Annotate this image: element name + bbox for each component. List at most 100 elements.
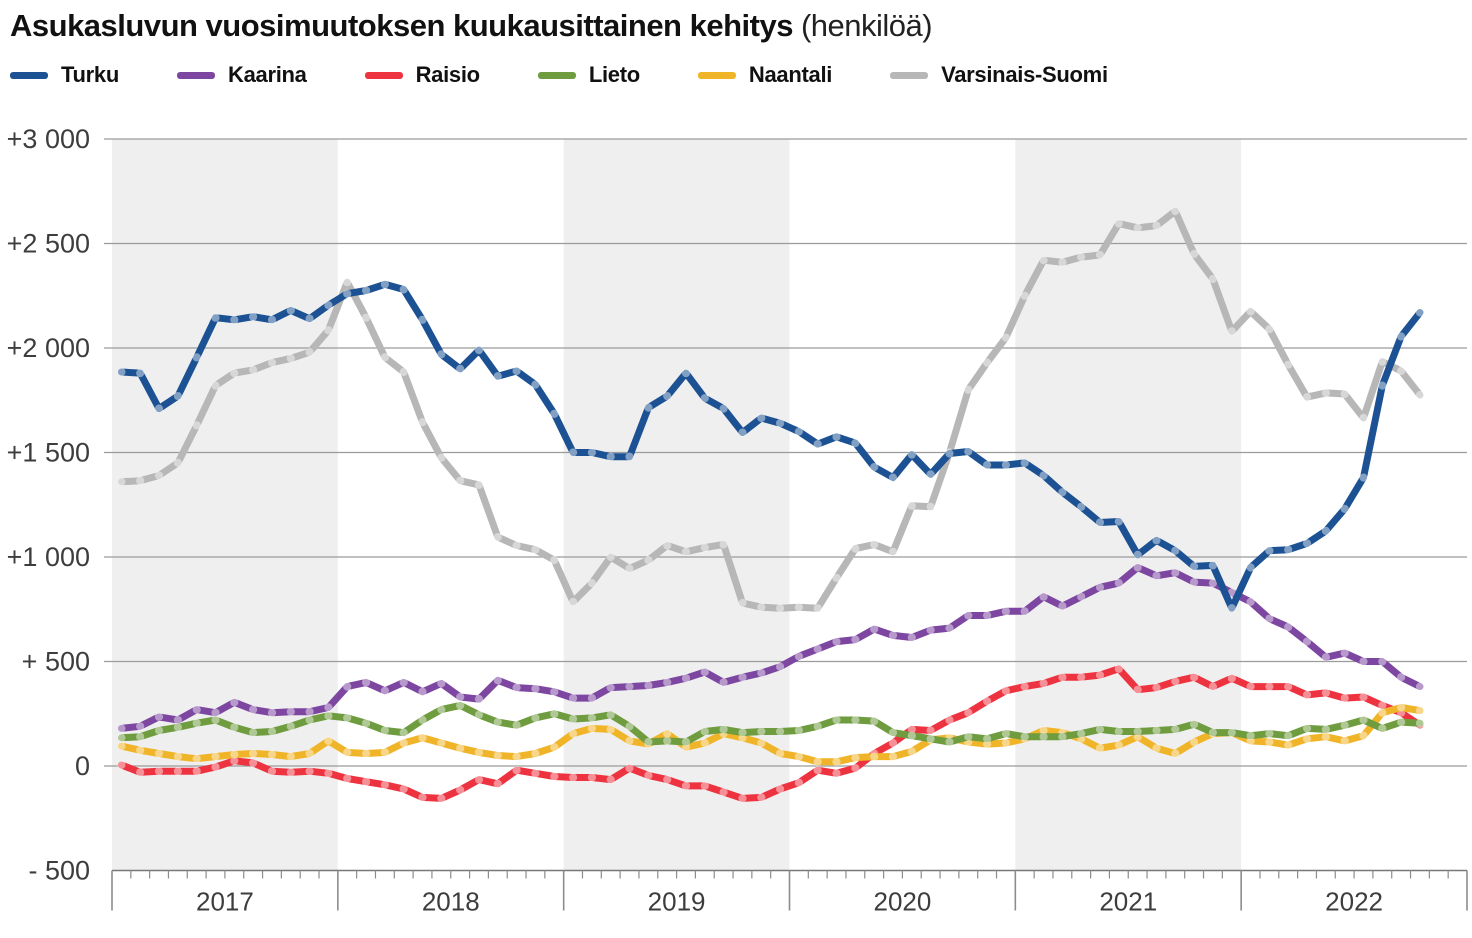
- data-point: [286, 354, 295, 363]
- data-point: [719, 788, 728, 797]
- data-point: [1340, 694, 1349, 703]
- data-point: [136, 746, 145, 755]
- data-point: [1265, 546, 1274, 555]
- data-point: [550, 687, 559, 696]
- data-point: [211, 715, 220, 725]
- data-point: [738, 794, 747, 803]
- data-point: [606, 683, 615, 692]
- data-point: [700, 738, 709, 748]
- data-point: [249, 728, 258, 737]
- data-point: [1039, 726, 1048, 735]
- data-point: [1321, 725, 1330, 734]
- data-point: [964, 611, 973, 620]
- data-point: [1284, 731, 1293, 740]
- data-point: [1020, 732, 1029, 741]
- data-point: [230, 369, 239, 378]
- data-point: [888, 728, 898, 737]
- data-point: [719, 540, 728, 549]
- data-point: [1133, 563, 1142, 572]
- data-point: [1190, 562, 1199, 571]
- data-point: [681, 369, 691, 378]
- data-point: [267, 767, 277, 776]
- data-point: [173, 723, 182, 732]
- legend-item-kaarina: Kaarina: [176, 62, 307, 88]
- data-point: [1039, 732, 1048, 741]
- data-point: [681, 781, 691, 791]
- data-point: [1265, 737, 1274, 747]
- data-point: [907, 501, 916, 510]
- legend-label-turku: Turku: [61, 62, 119, 87]
- data-point: [267, 727, 277, 736]
- data-point: [644, 737, 653, 747]
- data-point: [1058, 673, 1067, 682]
- series-kaarina: [117, 563, 1425, 733]
- data-point: [851, 753, 860, 762]
- y-tick-label: - 500: [28, 856, 90, 886]
- legend-label-naantali: Naantali: [748, 62, 833, 87]
- naantali-line-swatch-icon: [697, 71, 736, 79]
- data-point: [380, 726, 389, 735]
- data-point: [757, 727, 766, 736]
- data-point: [418, 315, 427, 324]
- data-point: [794, 778, 804, 787]
- data-point: [1359, 692, 1368, 702]
- data-point: [945, 449, 954, 458]
- data-point: [1190, 673, 1199, 682]
- data-point: [888, 738, 898, 748]
- data-point: [907, 450, 916, 459]
- data-point: [343, 289, 352, 298]
- data-point: [136, 722, 145, 731]
- data-point: [625, 722, 634, 731]
- data-point: [324, 703, 333, 712]
- series-line-naantali: [117, 704, 1424, 766]
- data-point: [1359, 731, 1368, 740]
- data-point: [964, 732, 973, 741]
- data-point: [1302, 724, 1312, 733]
- data-point: [1171, 677, 1180, 686]
- y-tick-label: +1 000: [7, 542, 90, 572]
- data-point: [700, 667, 709, 677]
- data-point: [757, 603, 766, 612]
- series-line-kaarina: [117, 564, 1424, 732]
- data-point: [1378, 724, 1387, 733]
- data-point: [1190, 578, 1199, 587]
- x-year-label-2019: 2019: [648, 887, 706, 917]
- data-point: [587, 773, 597, 782]
- data-point: [1227, 604, 1236, 613]
- data-point: [1077, 673, 1086, 682]
- data-point: [1077, 253, 1086, 262]
- legend-label-kaarina: Kaarina: [227, 62, 307, 87]
- data-point: [1284, 545, 1293, 554]
- data-point: [1378, 708, 1387, 717]
- data-point: [1058, 602, 1067, 611]
- data-point: [399, 285, 408, 294]
- data-point: [305, 314, 314, 323]
- data-point: [1114, 664, 1123, 673]
- data-point: [1246, 597, 1255, 607]
- data-point: [249, 312, 258, 321]
- data-point: [211, 708, 220, 717]
- data-point: [587, 579, 597, 588]
- data-point: [1265, 325, 1274, 334]
- data-point: [1284, 741, 1293, 750]
- data-point: [1359, 657, 1368, 666]
- data-point: [1265, 682, 1274, 691]
- data-point: [983, 611, 992, 620]
- data-point: [1001, 729, 1011, 738]
- data-point: [926, 470, 935, 479]
- data-point: [437, 453, 446, 462]
- year-band-2019: [563, 139, 790, 871]
- data-point: [851, 715, 860, 725]
- data-point: [776, 662, 785, 671]
- data-point: [663, 541, 672, 550]
- data-point: [738, 598, 747, 608]
- data-point: [230, 756, 239, 765]
- data-point: [1378, 381, 1387, 390]
- data-point: [1095, 725, 1105, 734]
- data-point: [512, 721, 521, 730]
- data-point: [267, 358, 277, 367]
- data-point: [550, 709, 559, 718]
- data-point: [1321, 526, 1330, 536]
- data-point: [888, 547, 898, 556]
- data-point: [606, 452, 615, 461]
